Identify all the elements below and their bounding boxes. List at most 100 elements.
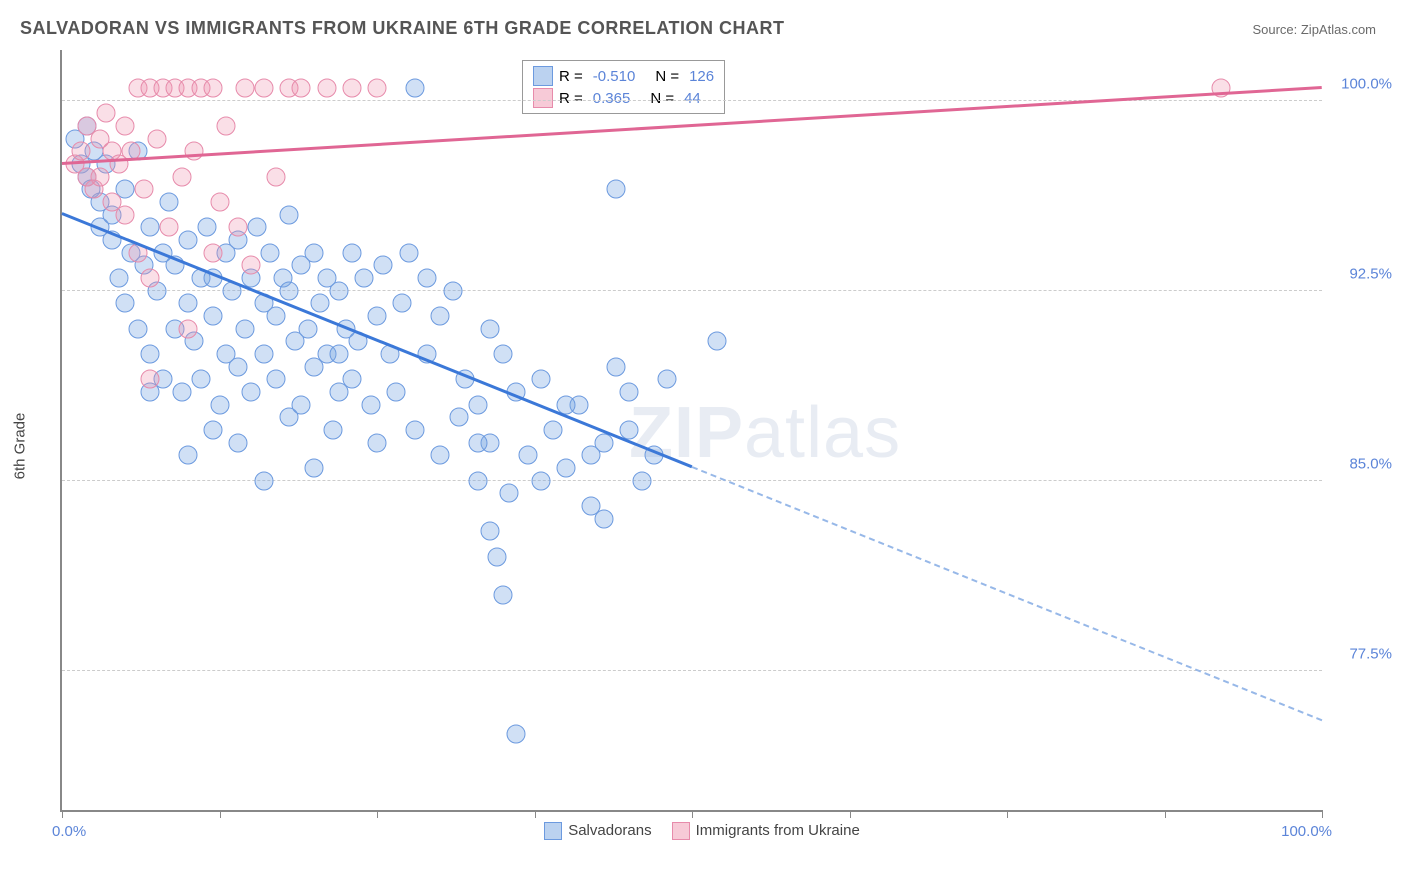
scatter-point-salvadorans: [431, 307, 450, 326]
scatter-point-salvadorans: [292, 395, 311, 414]
scatter-point-salvadorans: [494, 345, 513, 364]
scatter-point-salvadorans: [160, 193, 179, 212]
scatter-point-ukraine: [141, 370, 160, 389]
x-axis-tick: [1165, 810, 1166, 818]
scatter-point-salvadorans: [582, 446, 601, 465]
x-axis-tick: [1322, 810, 1323, 818]
legend-swatch: [672, 822, 690, 840]
legend-swatch: [544, 822, 562, 840]
scatter-point-salvadorans: [386, 383, 405, 402]
scatter-point-salvadorans: [708, 332, 727, 351]
scatter-point-salvadorans: [374, 256, 393, 275]
scatter-point-salvadorans: [229, 433, 248, 452]
scatter-point-salvadorans: [267, 307, 286, 326]
scatter-point-salvadorans: [179, 231, 198, 250]
scatter-point-salvadorans: [481, 319, 500, 338]
scatter-point-salvadorans: [116, 294, 135, 313]
scatter-point-salvadorans: [607, 357, 626, 376]
scatter-point-salvadorans: [323, 421, 342, 440]
trendline-salvadorans-extrapolated: [692, 466, 1323, 721]
scatter-point-ukraine: [229, 218, 248, 237]
scatter-point-salvadorans: [298, 319, 317, 338]
scatter-point-ukraine: [172, 167, 191, 186]
scatter-point-ukraine: [179, 319, 198, 338]
scatter-point-ukraine: [71, 142, 90, 161]
x-axis-tick: [62, 810, 63, 818]
scatter-point-salvadorans: [172, 383, 191, 402]
scatter-point-salvadorans: [248, 218, 267, 237]
legend-swatch: [533, 88, 553, 108]
scatter-point-salvadorans: [179, 294, 198, 313]
scatter-point-ukraine: [97, 104, 116, 123]
x-axis-tick: [850, 810, 851, 818]
scatter-point-salvadorans: [279, 205, 298, 224]
chart-title: SALVADORAN VS IMMIGRANTS FROM UKRAINE 6T…: [20, 18, 785, 39]
scatter-point-ukraine: [368, 79, 387, 98]
scatter-point-salvadorans: [204, 307, 223, 326]
scatter-point-salvadorans: [594, 509, 613, 528]
scatter-point-salvadorans: [393, 294, 412, 313]
scatter-point-salvadorans: [399, 243, 418, 262]
plot-area: ZIPatlas R =-0.510N =126R =0.365N =44 0.…: [60, 50, 1322, 812]
legend-swatch: [533, 66, 553, 86]
scatter-point-ukraine: [185, 142, 204, 161]
scatter-point-salvadorans: [235, 319, 254, 338]
scatter-point-salvadorans: [632, 471, 651, 490]
scatter-point-salvadorans: [311, 294, 330, 313]
scatter-point-ukraine: [317, 79, 336, 98]
scatter-point-salvadorans: [418, 269, 437, 288]
x-axis-tick: [692, 810, 693, 818]
x-axis-tick: [535, 810, 536, 818]
scatter-point-salvadorans: [279, 281, 298, 300]
scatter-point-salvadorans: [531, 370, 550, 389]
scatter-point-salvadorans: [368, 433, 387, 452]
scatter-point-salvadorans: [620, 383, 639, 402]
scatter-point-salvadorans: [481, 522, 500, 541]
scatter-point-salvadorans: [506, 725, 525, 744]
y-axis-tick-label: 85.0%: [1349, 455, 1392, 472]
scatter-point-salvadorans: [405, 421, 424, 440]
scatter-point-salvadorans: [449, 408, 468, 427]
scatter-point-salvadorans: [342, 370, 361, 389]
scatter-point-salvadorans: [267, 370, 286, 389]
r-value: -0.510: [593, 68, 636, 85]
scatter-point-salvadorans: [657, 370, 676, 389]
correlation-legend: R =-0.510N =126R =0.365N =44: [522, 60, 725, 114]
scatter-point-salvadorans: [141, 345, 160, 364]
scatter-point-salvadorans: [179, 446, 198, 465]
scatter-point-ukraine: [292, 79, 311, 98]
scatter-point-salvadorans: [494, 585, 513, 604]
scatter-point-salvadorans: [468, 471, 487, 490]
scatter-point-ukraine: [147, 129, 166, 148]
scatter-point-salvadorans: [544, 421, 563, 440]
x-axis-tick: [1007, 810, 1008, 818]
n-value: 126: [689, 68, 714, 85]
scatter-point-salvadorans: [210, 395, 229, 414]
scatter-point-salvadorans: [197, 218, 216, 237]
scatter-point-salvadorans: [260, 243, 279, 262]
scatter-point-salvadorans: [519, 446, 538, 465]
scatter-point-salvadorans: [405, 79, 424, 98]
y-axis-tick-label: 92.5%: [1349, 265, 1392, 282]
trendline-salvadorans: [62, 212, 693, 468]
scatter-point-salvadorans: [204, 421, 223, 440]
scatter-point-salvadorans: [191, 370, 210, 389]
scatter-point-ukraine: [90, 167, 109, 186]
scatter-point-ukraine: [342, 79, 361, 98]
x-axis-tick: [377, 810, 378, 818]
legend-row: R =-0.510N =126: [533, 65, 714, 87]
scatter-point-ukraine: [116, 117, 135, 136]
source-credit: Source: ZipAtlas.com: [1252, 22, 1376, 37]
scatter-point-salvadorans: [330, 345, 349, 364]
scatter-point-ukraine: [141, 269, 160, 288]
scatter-point-salvadorans: [109, 269, 128, 288]
scatter-point-salvadorans: [500, 484, 519, 503]
scatter-point-salvadorans: [229, 357, 248, 376]
scatter-point-ukraine: [242, 256, 261, 275]
r-value: 0.365: [593, 90, 631, 107]
scatter-point-ukraine: [235, 79, 254, 98]
scatter-point-salvadorans: [531, 471, 550, 490]
scatter-point-ukraine: [134, 180, 153, 199]
scatter-point-salvadorans: [468, 433, 487, 452]
scatter-point-ukraine: [210, 193, 229, 212]
